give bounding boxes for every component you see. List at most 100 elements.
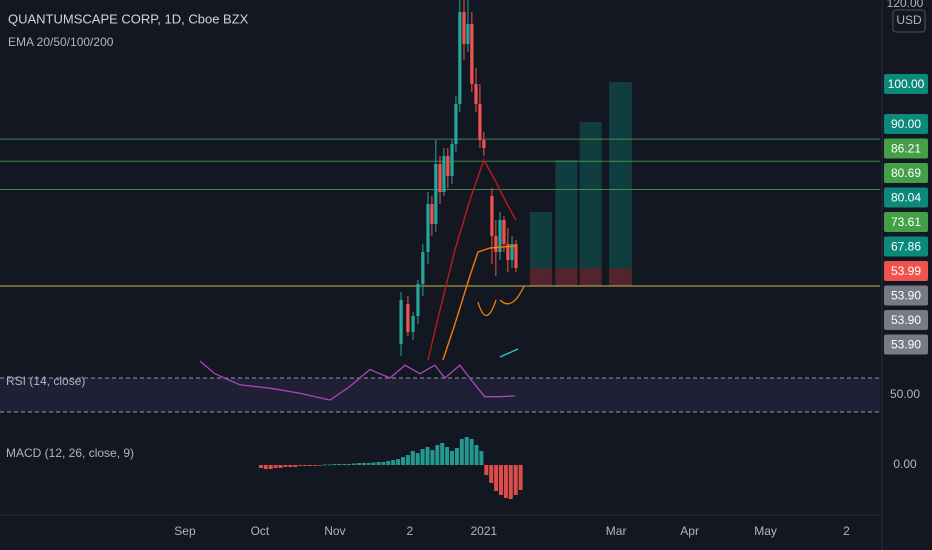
- price-badge: [884, 261, 928, 281]
- price-badge-label: 67.86: [891, 240, 921, 254]
- x-tick-label: 2: [843, 524, 850, 538]
- macd-bar: [386, 461, 391, 465]
- macd-bar: [503, 465, 508, 498]
- currency[interactable]: USD: [896, 13, 922, 27]
- macd-bar: [499, 465, 504, 495]
- x-tick-label: 2021: [471, 524, 498, 538]
- macd-bar: [273, 465, 278, 468]
- x-tick-label: Nov: [324, 524, 345, 538]
- price-badge-label: 53.99: [891, 264, 921, 278]
- macd-bar: [474, 445, 479, 465]
- price-badge: [884, 114, 928, 134]
- candle-body: [502, 220, 506, 244]
- indicator-label: MACD (12, 26, close, 9): [6, 446, 134, 460]
- macd-bar: [464, 437, 469, 465]
- ema-line: [442, 245, 517, 361]
- macd-bar: [376, 462, 381, 465]
- macd-bar: [381, 462, 386, 465]
- price-badge-label: 53.90: [891, 313, 921, 327]
- stop-zone: [529, 268, 552, 286]
- candle-body: [411, 316, 415, 332]
- macd-bar: [258, 465, 263, 468]
- macd-bar: [332, 464, 337, 465]
- candle-body: [421, 252, 425, 284]
- candle-body: [438, 164, 442, 192]
- price-badge: [884, 285, 928, 306]
- price-badge: [884, 236, 928, 257]
- candle-body: [399, 300, 403, 344]
- candle-body: [454, 104, 458, 144]
- candle-body: [426, 204, 430, 252]
- indicator-label: RSI (14, close): [6, 374, 85, 388]
- macd-bar: [518, 465, 523, 490]
- candle-body: [490, 196, 494, 236]
- macd-bar: [361, 463, 366, 465]
- macd-bar: [484, 465, 489, 475]
- candle-body: [458, 12, 462, 104]
- macd-bar: [268, 465, 273, 469]
- x-tick-label: Apr: [680, 524, 699, 538]
- chart-title: QUANTUMSCAPE CORP, 1D, Cboe BZX: [8, 11, 249, 26]
- currency-box[interactable]: [892, 9, 926, 33]
- macd-bar: [337, 464, 342, 465]
- candle-body: [406, 304, 410, 332]
- stop-zone: [579, 268, 602, 286]
- price-badge: [884, 163, 928, 183]
- macd-bar: [278, 465, 283, 468]
- candle-body: [416, 284, 420, 316]
- candle-body: [434, 164, 438, 224]
- macd-bar: [288, 465, 293, 467]
- drawing: [499, 285, 525, 305]
- price-badge-label: 86.21: [891, 142, 921, 156]
- macd-bar: [489, 465, 494, 483]
- macd-bar: [356, 463, 361, 465]
- macd-bar: [307, 465, 312, 466]
- candle-body: [510, 244, 514, 260]
- macd-bar: [479, 451, 484, 465]
- candle-body: [506, 244, 510, 260]
- macd-bar: [322, 464, 327, 466]
- macd-bar: [508, 465, 513, 499]
- macd-bar: [450, 451, 455, 465]
- candle-body: [466, 24, 470, 44]
- candle-body: [478, 104, 482, 140]
- x-tick-label: Mar: [606, 524, 627, 538]
- target-zone: [529, 212, 552, 269]
- rsi-line: [199, 360, 516, 401]
- macd-bar: [435, 445, 440, 465]
- drawing: [499, 348, 519, 358]
- price-badge-label: 53.90: [891, 289, 921, 303]
- macd-bar: [445, 447, 450, 465]
- y-tick-label: 50.00: [890, 387, 920, 401]
- macd-bar: [371, 462, 376, 465]
- stop-zone: [555, 268, 578, 286]
- price-badge: [884, 74, 928, 94]
- macd-bar: [420, 449, 425, 465]
- macd-bar: [366, 463, 371, 465]
- candle-body: [430, 204, 434, 224]
- candle-body: [494, 236, 498, 252]
- macd-bar: [425, 447, 430, 465]
- price-badge: [884, 310, 928, 330]
- price-badge: [884, 187, 928, 208]
- macd-bar: [293, 465, 298, 467]
- macd-bar: [347, 464, 352, 465]
- price-badge-label: 80.69: [891, 166, 921, 180]
- plot: Sep Oct Nov 2 2021 Mar Apr May 2 120.00 100.00 90.0…: [0, 0, 928, 538]
- macd-bar: [327, 464, 332, 466]
- drawing: [477, 299, 497, 317]
- macd-bar: [469, 439, 474, 465]
- x-tick-label: Oct: [251, 524, 270, 538]
- macd-bar: [454, 448, 459, 465]
- macd-bar: [283, 465, 288, 467]
- y-tick-label: 0.00: [893, 457, 917, 471]
- price-badge: [884, 138, 928, 159]
- target-zone: [579, 122, 602, 269]
- ema-line: [427, 158, 517, 361]
- macd-bar: [303, 465, 308, 466]
- price-badge: [884, 212, 928, 232]
- indicator-label: EMA 20/50/100/200: [8, 35, 114, 49]
- macd-bar: [396, 459, 401, 465]
